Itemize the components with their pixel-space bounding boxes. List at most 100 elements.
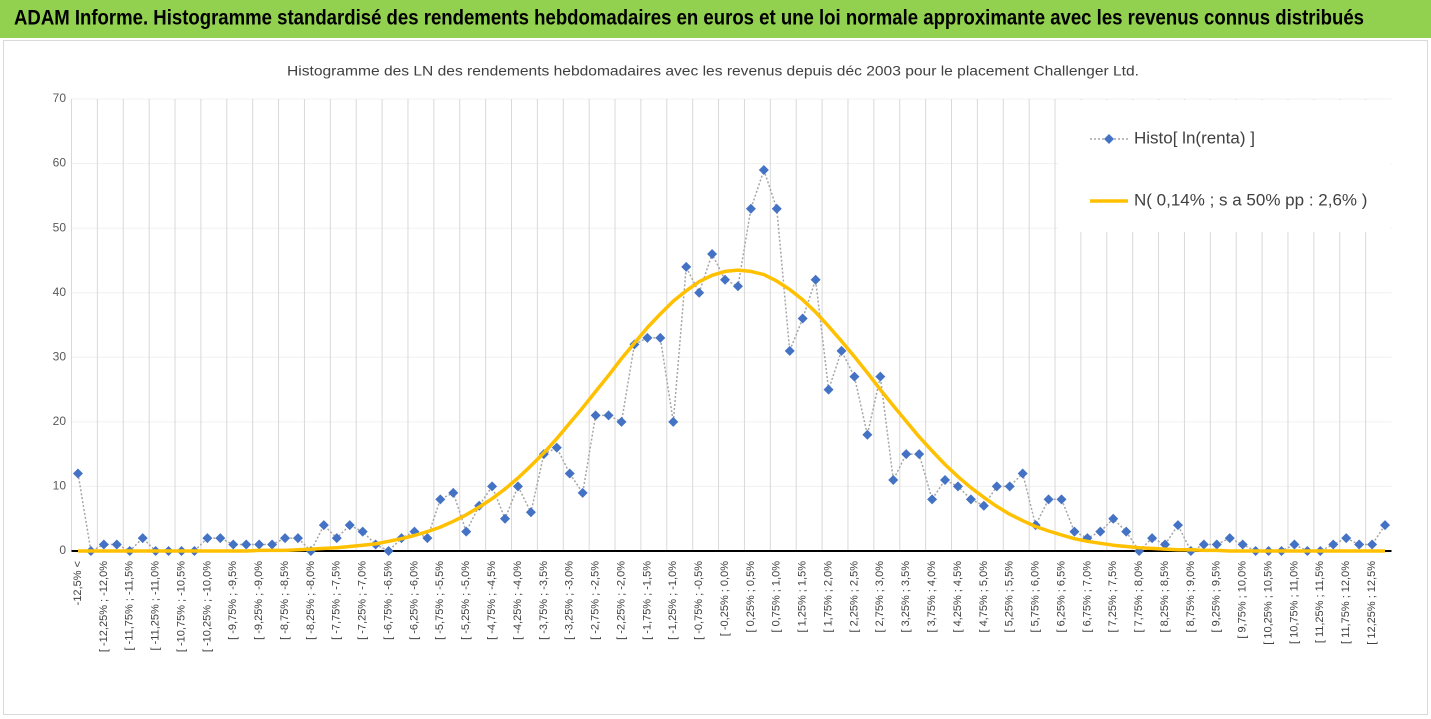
y-tick-label: 50 [53,220,67,234]
data-point [461,526,472,537]
x-tick-label: [ -10,75% ; -10,5% [175,561,187,652]
data-point [681,261,692,272]
data-point [978,500,989,511]
x-tick-label: [ 3,25% ; 3,5% [900,561,912,633]
x-tick-label: [ -0,25% ; 0,0% [719,561,731,636]
data-point [590,410,601,421]
data-point [500,513,511,524]
data-point [655,332,666,343]
data-point [1160,539,1171,550]
data-point [927,494,938,505]
data-point [435,494,446,505]
legend-label: N( 0,14% ; s a 50% pp : 2,6% ) [1134,190,1367,209]
x-tick-label: [ 6,25% ; 6,5% [1055,561,1067,633]
x-tick-label: [ -10,25% ; -10,0% [201,561,213,652]
data-point [1289,539,1300,550]
data-point [694,287,705,298]
x-tick-label: [ 8,25% ; 8,5% [1159,561,1171,633]
data-point [1004,481,1015,492]
x-tick-label: [ -11,25% ; -11,0% [150,561,162,651]
data-point [577,487,588,498]
data-point [784,345,795,356]
data-point [1237,539,1248,550]
x-tick-label: [ 4,25% ; 4,5% [952,561,964,633]
legend-box [1058,100,1390,232]
data-point [228,539,239,550]
x-tick-label: [ 7,75% ; 8,0% [1133,561,1145,633]
x-tick-label: [ 0,75% ; 1,0% [771,561,783,633]
x-tick-label: [ -12,25% ; -12,0% [98,561,110,652]
data-point [448,487,459,498]
data-point [137,533,148,544]
data-point [952,481,963,492]
chart-title: Histogramme des LN des rendements hebdom… [287,63,1139,79]
data-point [1095,526,1106,537]
x-tick-label: [ -3,25% ; -3,0% [564,561,576,640]
data-point [642,332,653,343]
x-tick-label: [ 3,75% ; 4,0% [926,561,938,633]
x-tick-label: [ 2,25% ; 2,5% [848,561,860,633]
data-point [991,481,1002,492]
data-point [267,539,278,550]
x-tick-label: [ -0,75% ; -0,5% [693,561,705,640]
series-line [78,268,1385,553]
data-point [1017,468,1028,479]
x-tick-label: [ -8,75% ; -8,5% [279,561,291,640]
x-tick-label: [ -6,25% ; -6,0% [408,561,420,640]
data-point [771,203,782,214]
data-point [1147,533,1158,544]
data-point [914,449,925,460]
x-tick-label: [ -11,75% ; -11,5% [124,561,136,651]
data-point [1056,494,1067,505]
y-tick-label: 40 [53,285,67,299]
data-point [797,313,808,324]
data-point [1198,539,1209,550]
x-tick-label: [ 11,25% ; 11,5% [1314,561,1326,643]
data-point [111,539,122,550]
data-point [383,546,394,556]
x-tick-label: [ 5,25% ; 5,5% [1004,561,1016,633]
x-tick-label: [ 6,75% ; 7,0% [1081,561,1093,633]
data-point [202,533,213,544]
data-point [1043,494,1054,505]
data-point [965,494,976,505]
data-point [862,429,873,440]
x-tick-label: [ -5,75% ; -5,5% [434,561,446,640]
data-point [344,520,355,531]
data-point [1354,539,1365,550]
x-tick-label: [ 1,75% ; 2,0% [822,561,834,633]
x-tick-label: [ 9,75% ; 10,0% [1237,561,1249,639]
data-point [707,248,718,259]
data-point [732,281,743,292]
x-tick-label: [ -3,75% ; -3,5% [538,561,550,640]
data-point [1121,526,1132,537]
data-point [512,481,523,492]
y-tick-label: 10 [53,479,67,493]
x-tick-label: [ -9,75% ; -9,5% [227,561,239,640]
data-point [1380,520,1391,531]
data-point [940,474,951,485]
data-point [564,468,575,479]
data-point [1341,533,1352,544]
x-tick-label: [ 0,25% ; 0,5% [745,561,757,633]
legend-marker [1104,134,1114,144]
x-tick-label: [ -7,75% ; -7,5% [331,561,343,640]
data-point [1211,539,1222,550]
x-tick-label: [ 2,75% ; 3,0% [874,561,886,633]
x-tick-label: [ 10,75% ; 11,0% [1288,561,1300,644]
data-point [616,416,627,427]
x-tick-label: [ 5,75% ; 6,0% [1030,561,1042,633]
data-point [254,539,265,550]
x-tick-label: [ 1,25% ; 1,5% [797,561,809,633]
x-tick-label: [ 8,75% ; 9,0% [1185,561,1197,633]
data-point [357,526,368,537]
x-tick-label: [ 7,25% ; 7,5% [1107,561,1119,633]
y-tick-label: 70 [53,91,67,105]
data-point [901,449,912,460]
header-title: ADAM Informe. Histogramme standardisé de… [14,7,1364,30]
data-point [551,442,562,453]
x-tick-label: [ -2,75% ; -2,5% [590,561,602,640]
data-point [1224,533,1235,544]
y-tick-label: 0 [59,543,66,557]
